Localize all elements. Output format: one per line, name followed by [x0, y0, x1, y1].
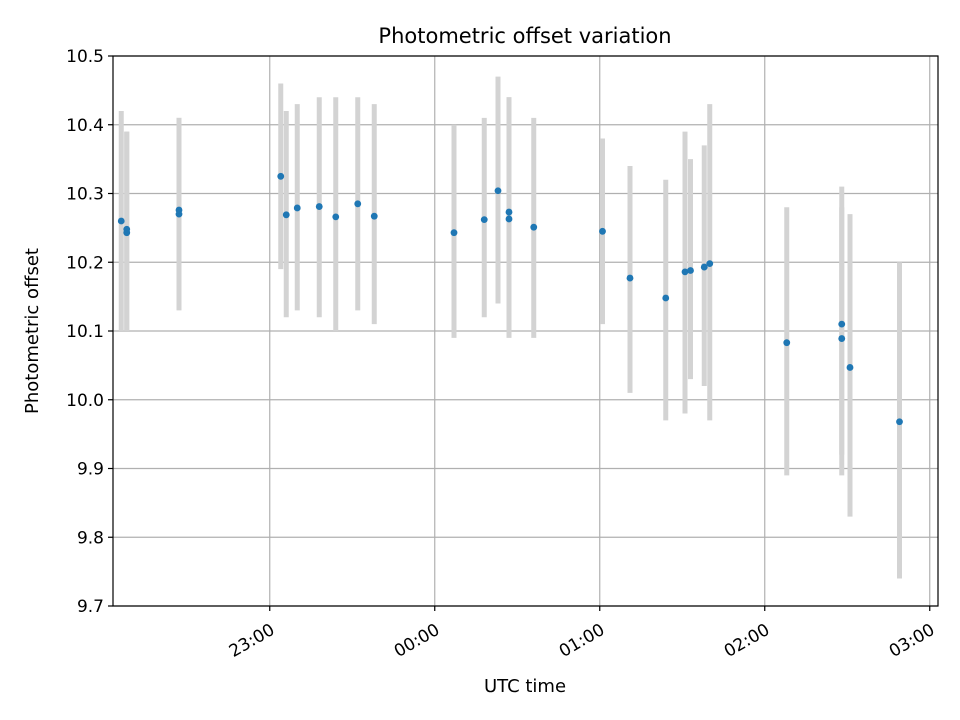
y-tick-label: 10.3: [66, 185, 104, 205]
data-point: [530, 223, 538, 231]
data-point: [662, 294, 670, 302]
data-point: [505, 208, 513, 216]
data-point: [706, 260, 714, 268]
data-point: [838, 320, 846, 328]
data-point: [626, 274, 634, 282]
y-tick-label: 10.5: [66, 47, 104, 67]
data-point: [332, 213, 340, 221]
x-axis-label: UTC time: [484, 676, 566, 697]
data-point: [354, 200, 362, 208]
y-tick-label: 10.0: [66, 391, 104, 411]
data-point: [700, 263, 708, 271]
data-point: [687, 267, 694, 274]
data-point: [896, 418, 903, 426]
y-axis-ticks: 9.7 9.8 9.9 10.0 10.1 10.2 10.3 10.4 10.5: [66, 47, 113, 617]
data-point: [480, 216, 488, 224]
y-axis-label: Photometric offset: [22, 248, 43, 414]
data-point: [681, 268, 689, 276]
data-point: [783, 339, 791, 347]
grid-lines: [113, 55, 938, 607]
data-point: [175, 206, 183, 214]
y-tick-label: 10.4: [66, 116, 104, 136]
chart-title: Photometric offset variation: [378, 24, 671, 48]
y-tick-label: 10.1: [66, 322, 104, 342]
y-tick-label: 9.9: [77, 460, 104, 480]
data-point: [277, 172, 285, 180]
y-tick-label: 9.8: [77, 528, 104, 548]
data-point: [505, 215, 513, 223]
data-point: [293, 204, 301, 212]
data-point: [117, 217, 125, 225]
data-points: [117, 172, 903, 426]
data-point: [838, 335, 846, 342]
data-point: [123, 225, 131, 233]
data-point: [846, 364, 854, 371]
data-point: [282, 211, 290, 219]
data-point: [450, 229, 458, 237]
y-tick-label: 9.7: [77, 597, 104, 617]
y-tick-label: 10.2: [66, 253, 104, 273]
data-point: [315, 203, 323, 210]
data-point: [370, 212, 378, 220]
data-point: [599, 227, 606, 235]
data-point: [494, 187, 502, 195]
